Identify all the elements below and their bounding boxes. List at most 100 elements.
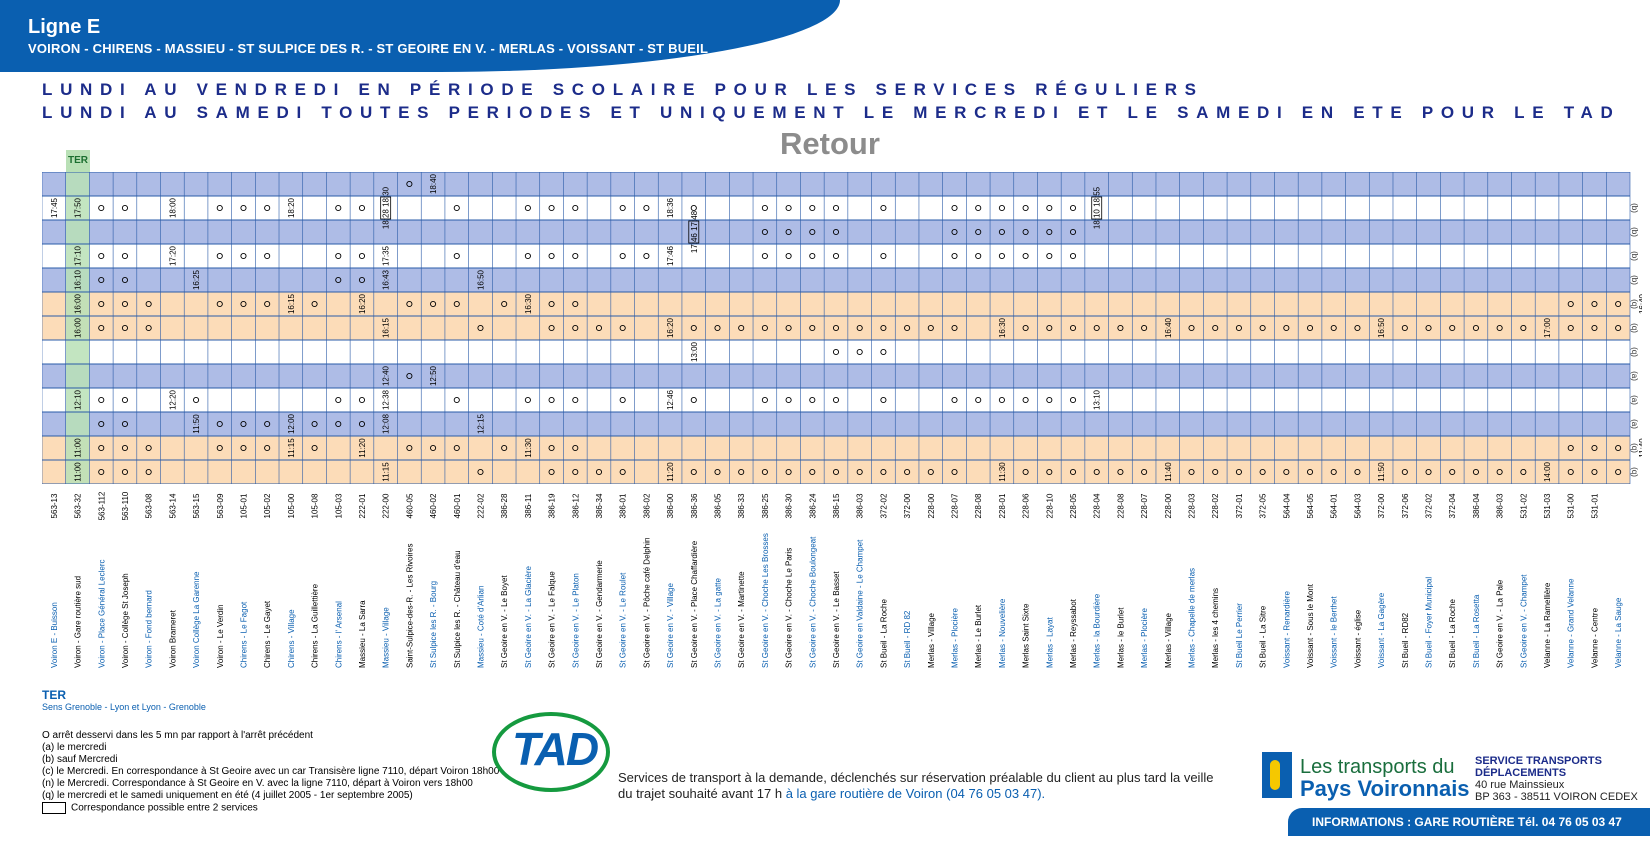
- stop-circle-icon: [975, 228, 982, 236]
- stop-name: St Bueil - Foyer Municipal: [1425, 577, 1434, 668]
- stop-name: Voissant - le Berthet: [1330, 596, 1339, 668]
- stop-circle-icon: [619, 324, 626, 332]
- stop-circle-icon: [856, 468, 863, 476]
- stop-circle-icon: [951, 468, 958, 476]
- departure-time: 17:46 17:48: [690, 210, 699, 253]
- row-background: [42, 172, 1630, 196]
- stop-circle-icon: [430, 300, 437, 308]
- departure-time: 17:46: [666, 245, 675, 266]
- stop-circle-icon: [1615, 324, 1622, 332]
- stop-name: Velanne - La Sauge: [1614, 597, 1623, 668]
- stop-circle-icon: [548, 204, 555, 212]
- departure-time: 12:20: [168, 389, 177, 410]
- stop-code: 563-13: [50, 493, 59, 518]
- stop-name: Chirens - Village: [287, 609, 296, 668]
- stop-circle-icon: [572, 468, 579, 476]
- stop-code: 228-02: [1211, 493, 1220, 518]
- stop-circle-icon: [951, 324, 958, 332]
- schedule-subtitle-2: LUNDI AU SAMEDI TOUTES PERIODES ET UNIQU…: [42, 103, 1621, 122]
- stop-code: 372-00: [903, 493, 912, 518]
- tad-logo: TAD: [492, 712, 610, 792]
- stop-circle-icon: [121, 252, 129, 260]
- stop-code: 460-01: [453, 493, 462, 518]
- departure-time: 11:15: [287, 438, 296, 458]
- legend-box-line: Correspondance possible entre 2 services: [42, 802, 499, 815]
- stop-circle-icon: [832, 324, 840, 332]
- stop-name: Merlas - Le Burlet: [974, 604, 983, 668]
- stop-circle-icon: [264, 420, 271, 428]
- stop-name: St Geoire en V. - Le Roulet: [619, 572, 628, 668]
- stop-name: St Sulpice les R. - Bourg: [429, 581, 438, 668]
- stop-code: 386-25: [761, 493, 770, 518]
- stop-circle-icon: [1330, 324, 1337, 332]
- stop-circle-icon: [1141, 324, 1148, 332]
- stop-circle-icon: [358, 276, 366, 284]
- stop-name: Voiron - Place Général Leclerc: [97, 560, 106, 669]
- departure-time: 18:10 18:55: [1093, 186, 1102, 229]
- stop-code: 386-33: [737, 493, 746, 518]
- departure-time: 18:36: [666, 197, 675, 218]
- stop-name: St Bueil - RD82: [1401, 612, 1410, 668]
- service-line1: SERVICE TRANSPORTS: [1475, 755, 1602, 767]
- stop-circle-icon: [311, 420, 318, 428]
- departure-time: 16:15: [382, 317, 391, 338]
- stop-circle-icon: [145, 468, 152, 476]
- stop-circle-icon: [761, 468, 768, 476]
- stop-code: 228-08: [974, 493, 983, 518]
- pays-voironnais-logo-icon: [1262, 752, 1292, 798]
- departure-time: 18:40: [429, 173, 438, 194]
- stop-name: St Geoire en V. - Champet: [1519, 574, 1528, 668]
- stop-circle-icon: [121, 276, 129, 284]
- row-note: (a): [1630, 371, 1639, 381]
- stop-circle-icon: [335, 276, 342, 284]
- stop-circle-icon: [121, 420, 129, 428]
- stop-circle-icon: [785, 468, 792, 476]
- stop-circle-icon: [714, 468, 721, 476]
- row-background: [42, 292, 1630, 316]
- stop-code: 386-03: [1496, 493, 1505, 518]
- stop-circle-icon: [98, 420, 105, 428]
- stop-circle-icon: [121, 396, 129, 404]
- stop-code: 386-04: [1472, 493, 1481, 518]
- stop-code: 563-110: [121, 491, 130, 520]
- departure-time: 18:28 18:30: [382, 186, 391, 229]
- stop-circle-icon: [145, 324, 152, 332]
- stop-circle-icon: [524, 396, 531, 404]
- stop-name: Voissant - Renardière: [1282, 591, 1291, 668]
- stop-circle-icon: [1069, 324, 1077, 332]
- stop-circle-icon: [1212, 468, 1219, 476]
- stop-circle-icon: [619, 396, 626, 404]
- stop-circle-icon: [145, 300, 152, 308]
- stop-code: 386-24: [808, 493, 817, 518]
- stop-circle-icon: [311, 444, 318, 452]
- stop-circle-icon: [951, 228, 958, 236]
- stop-circle-icon: [1022, 228, 1029, 236]
- stop-code: 563-14: [168, 493, 177, 518]
- legend: TER Sens Grenoble - Lyon et Lyon - Greno…: [42, 688, 499, 815]
- departure-time: 11:50: [192, 414, 201, 434]
- stop-circle-icon: [761, 252, 768, 260]
- stop-code: 386-34: [595, 493, 604, 518]
- stop-name: St Geoire en V. - Martinette: [737, 571, 746, 668]
- service-name: SERVICE TRANSPORTS DÉPLACEMENTS: [1475, 755, 1602, 779]
- stop-circle-icon: [335, 396, 342, 404]
- departure-time: 11:00: [74, 438, 83, 458]
- stop-circle-icon: [1425, 324, 1432, 332]
- legend-ter-title: TER: [42, 688, 66, 702]
- row-background: [42, 412, 1630, 436]
- stop-circle-icon: [761, 396, 768, 404]
- row-background: [42, 196, 1630, 220]
- stop-code: 460-05: [405, 493, 414, 518]
- departure-time: 16:50: [476, 269, 485, 290]
- stop-circle-icon: [572, 300, 579, 308]
- stop-circle-icon: [216, 204, 223, 212]
- stop-code: 386-30: [785, 493, 794, 518]
- stop-circle-icon: [453, 444, 460, 452]
- stop-circle-icon: [1567, 468, 1574, 476]
- company-name-line2: Pays Voironnais: [1300, 776, 1470, 801]
- stop-circle-icon: [216, 252, 223, 260]
- stop-circle-icon: [690, 204, 697, 212]
- stop-circle-icon: [501, 300, 508, 308]
- stop-name: Chirens - l' Arsenal: [334, 601, 343, 668]
- stop-name: Merlas - Layat: [1045, 617, 1054, 668]
